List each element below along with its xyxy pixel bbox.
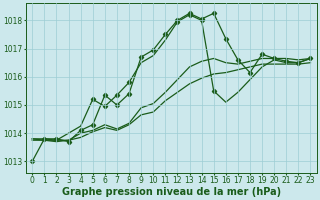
X-axis label: Graphe pression niveau de la mer (hPa): Graphe pression niveau de la mer (hPa) <box>62 187 281 197</box>
